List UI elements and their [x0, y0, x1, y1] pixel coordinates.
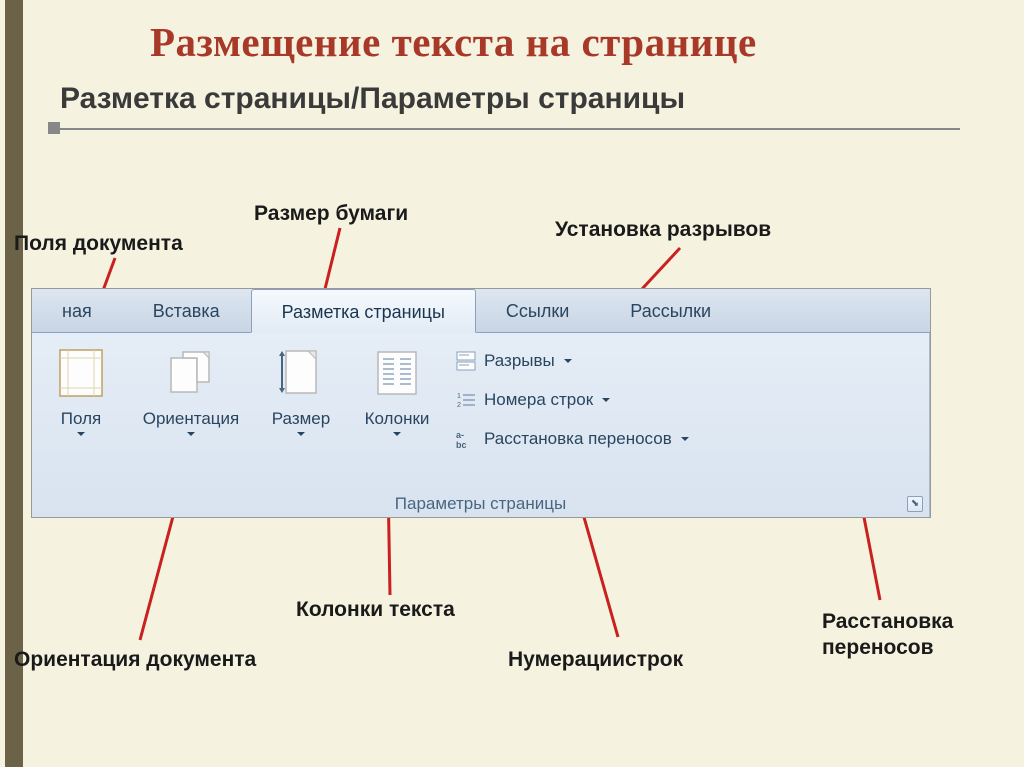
word-ribbon: ная Вставка Разметка страницы Ссылки Рас… — [31, 288, 931, 518]
tab-references[interactable]: Ссылки — [476, 289, 600, 332]
dropdown-icon — [564, 359, 572, 363]
hyphenation-icon: a- bc — [454, 427, 478, 451]
annotation-breaks: Установка разрывов — [555, 218, 771, 242]
size-label: Размер — [272, 409, 330, 429]
tab-layout[interactable]: Разметка страницы — [251, 289, 476, 333]
group-page-setup: Поля Ориентация — [32, 333, 930, 518]
svg-text:2: 2 — [457, 402, 461, 409]
annotation-columns: Колонки текста — [296, 598, 455, 622]
svg-text:1: 1 — [457, 393, 461, 400]
line-numbers-icon: 1 2 — [454, 388, 478, 412]
annotation-orientation: Ориентация документа — [14, 648, 256, 672]
hyphenation-label: Расстановка переносов — [484, 429, 672, 449]
annotation-hyphenation-2: переносов — [822, 636, 934, 660]
group-caption: Параметры страницы — [32, 494, 929, 514]
breaks-label: Разрывы — [484, 351, 555, 371]
dropdown-icon — [393, 432, 401, 436]
columns-icon — [371, 347, 423, 399]
divider-square — [48, 122, 60, 134]
orientation-label: Ориентация — [143, 409, 240, 429]
annotation-margins: Поля документа — [14, 232, 183, 256]
columns-button[interactable]: Колонки — [356, 339, 438, 459]
dropdown-icon — [681, 437, 689, 441]
slide-subtitle: Разметка страницы/Параметры страницы — [60, 82, 685, 116]
dropdown-icon — [77, 432, 85, 436]
annotation-paper-size: Размер бумаги — [254, 202, 408, 226]
dropdown-icon — [602, 398, 610, 402]
svg-text:bc: bc — [456, 440, 467, 450]
dropdown-icon — [297, 432, 305, 436]
margins-button[interactable]: Поля — [40, 339, 122, 459]
tab-mailings[interactable]: Рассылки — [600, 289, 742, 332]
margins-icon — [55, 347, 107, 399]
hyphenation-button[interactable]: a- bc Расстановка переносов — [452, 423, 691, 455]
orientation-icon — [165, 347, 217, 399]
ribbon-tabs: ная Вставка Разметка страницы Ссылки Рас… — [32, 289, 930, 333]
right-options: Разрывы 1 2 Но — [452, 339, 701, 455]
annotation-hyphenation-1: Расстановка — [822, 610, 953, 634]
breaks-button[interactable]: Разрывы — [452, 345, 691, 377]
orientation-button[interactable]: Ориентация — [136, 339, 246, 459]
slide-title: Размещение текста на странице — [150, 18, 757, 66]
tab-home[interactable]: ная — [32, 289, 123, 332]
dropdown-icon — [187, 432, 195, 436]
size-icon — [275, 347, 327, 399]
tab-insert[interactable]: Вставка — [123, 289, 251, 332]
line-numbers-label: Номера строк — [484, 390, 593, 410]
dialog-launcher[interactable]: ⬊ — [907, 496, 923, 512]
size-button[interactable]: Размер — [260, 339, 342, 459]
divider-line — [60, 128, 960, 130]
line-numbers-button[interactable]: 1 2 Номера строк — [452, 384, 691, 416]
annotation-line-numbers: Нумерациистрок — [508, 648, 683, 672]
svg-text:a-: a- — [456, 430, 464, 440]
breaks-icon — [454, 349, 478, 373]
margins-label: Поля — [61, 409, 101, 429]
columns-label: Колонки — [365, 409, 430, 429]
ribbon-body: Поля Ориентация — [32, 333, 930, 518]
